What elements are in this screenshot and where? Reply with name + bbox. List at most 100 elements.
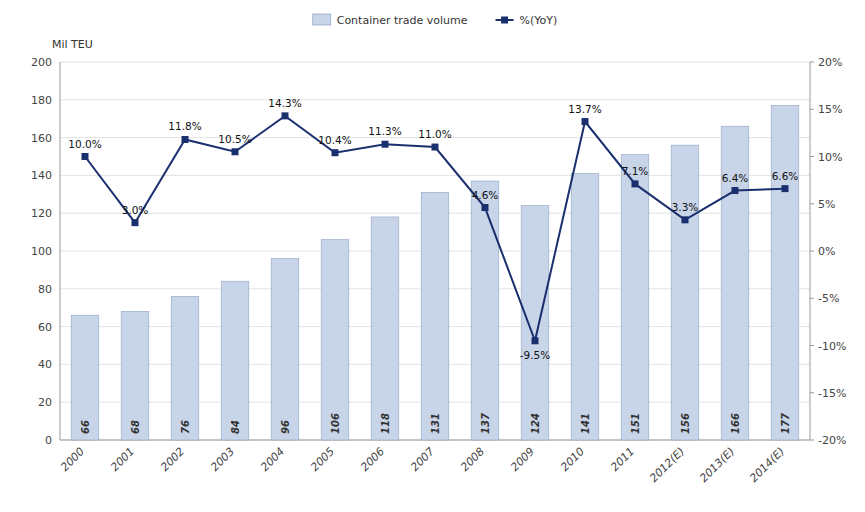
y-tick-label: 0 (45, 434, 52, 447)
bar (171, 296, 199, 440)
line-label: 10.4% (318, 134, 351, 146)
marker (182, 136, 189, 143)
y2-tick (810, 156, 814, 157)
line-label: 6.4% (722, 172, 749, 184)
bar (671, 145, 699, 440)
marker (232, 148, 239, 155)
legend-item: Container trade volume (313, 14, 468, 27)
bar-label: 96 (280, 420, 291, 434)
y2-tick-label: 20% (818, 56, 842, 69)
bar (621, 155, 649, 440)
x-tick-label: 2001 (108, 445, 137, 474)
y2-tick-label: -15% (818, 387, 846, 400)
marker (132, 219, 139, 226)
bar-label: 118 (380, 413, 391, 434)
grid-line (60, 99, 810, 100)
x-tick-label: 2011 (608, 445, 637, 474)
line-label: 11.3% (368, 125, 401, 137)
bar-label: 76 (180, 420, 191, 434)
grid (60, 62, 810, 440)
y2-tick (810, 440, 814, 441)
y2-tick (810, 345, 814, 346)
bar (521, 206, 549, 440)
line (85, 116, 785, 341)
legend-label: Container trade volume (337, 14, 468, 27)
y2-tick-label: 10% (818, 151, 842, 164)
y-tick-label: 120 (31, 207, 52, 220)
legend-marker (501, 17, 508, 24)
marker (482, 204, 489, 211)
line-label: 10.5% (218, 133, 251, 145)
bar-label: 177 (780, 413, 791, 434)
bar-label: 151 (630, 413, 641, 434)
y2-tick (810, 62, 814, 63)
x-tick-label: 2010 (558, 445, 587, 474)
bar (121, 311, 149, 440)
bar-label: 84 (230, 420, 241, 434)
y-tick-label: 100 (31, 245, 52, 258)
bar (421, 192, 449, 440)
y-tick-label: 40 (38, 358, 52, 371)
line-label: 3.3% (672, 201, 699, 213)
y-tick-label: 20 (38, 396, 52, 409)
bar-label: 137 (480, 413, 491, 434)
legend: Container trade volume %(YoY) (313, 14, 558, 27)
y2-tick-label: -20% (818, 434, 846, 447)
line-label: 13.7% (568, 103, 601, 115)
bar (221, 281, 249, 440)
x-tick-label: 2012(E) (647, 445, 687, 485)
data-labels: 6668768496106118131137124141151156166177… (68, 97, 798, 434)
legend-swatch (313, 14, 331, 25)
y-axis-label: Mil TEU (52, 38, 93, 51)
y-tick-label: 180 (31, 94, 52, 107)
y2-tick-label: 15% (818, 103, 842, 116)
marker (782, 185, 789, 192)
bar (271, 259, 299, 440)
bar (321, 240, 349, 440)
marks (71, 105, 799, 440)
line-label: 14.3% (268, 97, 301, 109)
x-tick-label: 2005 (308, 445, 337, 474)
y-tick-label: 200 (31, 56, 52, 69)
y2-axis (810, 62, 811, 440)
bar (71, 315, 99, 440)
x-tick-label: 2013(E) (697, 445, 737, 485)
marker (332, 149, 339, 156)
bar (721, 126, 749, 440)
x-tick-label: 2014(E) (747, 445, 787, 485)
line-label: -9.5% (520, 349, 550, 361)
marker (432, 144, 439, 151)
x-tick-label: 2009 (508, 445, 537, 474)
bar-label: 66 (80, 420, 91, 434)
bar (371, 217, 399, 440)
bar-label: 141 (580, 413, 591, 434)
marker (732, 187, 739, 194)
bar (471, 181, 499, 440)
y2-tick (810, 109, 814, 110)
x-tick-label: 2008 (458, 445, 487, 474)
y2-tick (810, 203, 814, 204)
y2-tick-label: 5% (818, 198, 835, 211)
y-tick-label: 60 (38, 321, 52, 334)
line-label: 11.0% (418, 128, 451, 140)
marker (582, 118, 589, 125)
bar (771, 105, 799, 440)
y-tick-label: 140 (31, 169, 52, 182)
bar-label: 131 (430, 413, 441, 434)
y2-tick-label: 0% (818, 245, 835, 258)
bar-label: 166 (730, 413, 741, 434)
y2-tick (810, 251, 814, 252)
x-tick-label: 2000 (58, 445, 87, 474)
y-axis (60, 62, 61, 440)
marker (282, 112, 289, 119)
marker (382, 141, 389, 148)
legend-label: %(YoY) (520, 14, 558, 27)
chart: 020406080100120140160180200-20%-15%-10%-… (0, 0, 865, 512)
x-tick-label: 2007 (408, 445, 437, 474)
bar-label: 124 (530, 413, 541, 434)
line-label: 4.6% (472, 189, 499, 201)
x-tick-label: 2002 (158, 445, 187, 474)
line-label: 6.6% (772, 170, 799, 182)
bar-label: 68 (130, 420, 141, 434)
x-tick-label: 2006 (358, 445, 387, 474)
